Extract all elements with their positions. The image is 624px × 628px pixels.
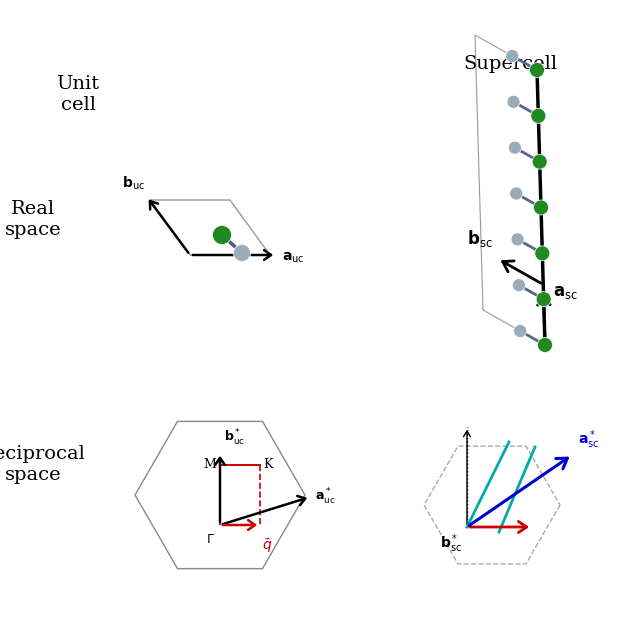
Circle shape [534,200,548,215]
Text: $\mathbf{b}^*_\mathrm{uc}$: $\mathbf{b}^*_\mathrm{uc}$ [224,428,245,448]
Text: $\bar{q}$: $\bar{q}$ [262,537,272,555]
Text: Real
space: Real space [5,200,61,239]
Text: $\mathbf{b}_\mathrm{uc}$: $\mathbf{b}_\mathrm{uc}$ [122,175,145,192]
Circle shape [511,233,524,246]
Circle shape [505,50,519,63]
Circle shape [514,325,527,337]
Circle shape [537,337,552,352]
Text: $\mathbf{a}_\mathrm{sc}$: $\mathbf{a}_\mathrm{sc}$ [553,283,578,301]
Circle shape [509,141,522,154]
Text: $\mathbf{a}^*_\mathrm{uc}$: $\mathbf{a}^*_\mathrm{uc}$ [315,487,335,507]
Circle shape [512,279,525,291]
Text: K: K [263,458,273,472]
Circle shape [531,109,546,123]
Text: Unit
cell: Unit cell [56,75,100,114]
Text: M: M [203,458,216,472]
Circle shape [510,187,523,200]
Text: $\mathbf{a}^*_\mathrm{sc}$: $\mathbf{a}^*_\mathrm{sc}$ [578,428,599,451]
Text: Supercell: Supercell [463,55,557,73]
Circle shape [233,244,250,261]
Circle shape [530,63,545,77]
Circle shape [536,291,551,306]
Text: $\mathbf{b}_\mathrm{sc}$: $\mathbf{b}_\mathrm{sc}$ [467,228,493,249]
Circle shape [213,225,232,244]
Text: $\Gamma$: $\Gamma$ [206,533,215,546]
Text: $\mathbf{b}^*_\mathrm{sc}$: $\mathbf{b}^*_\mathrm{sc}$ [440,532,462,555]
Circle shape [532,154,547,169]
Circle shape [535,246,550,261]
Text: $\mathbf{a}_\mathrm{uc}$: $\mathbf{a}_\mathrm{uc}$ [282,251,305,265]
Circle shape [507,95,520,109]
Text: Reciprocal
space: Reciprocal space [0,445,86,484]
